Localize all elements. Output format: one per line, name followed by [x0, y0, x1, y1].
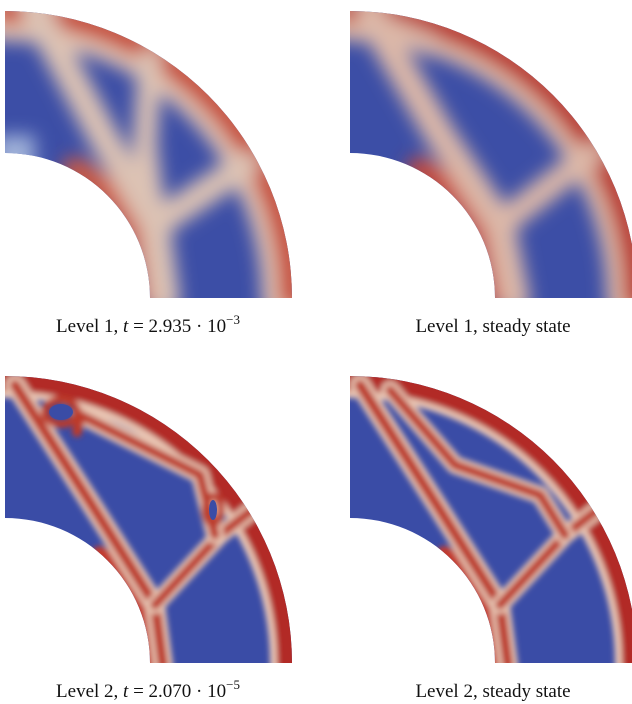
caption: Level 1, t = 2.935 · 10−3 [56, 312, 240, 337]
caption-text: Level 1, [56, 316, 123, 337]
panel-level2-transient [5, 376, 292, 663]
panel-level1-steady [350, 11, 632, 298]
panel-level2-steady [350, 376, 632, 663]
caption: Level 2, t = 2.070 · 10−5 [56, 677, 240, 702]
caption-symbol: t [123, 681, 129, 702]
caption: Level 1, steady state [415, 316, 570, 337]
caption-text: Level 2, [56, 681, 123, 702]
caption-exponent: −5 [226, 677, 240, 692]
caption-exponent: −3 [226, 312, 240, 327]
caption-symbol: t [123, 316, 129, 337]
caption-text: = 2.935 · 10 [128, 316, 226, 337]
panel-level1-transient [5, 11, 292, 298]
caption-text: = 2.070 · 10 [128, 681, 226, 702]
caption: Level 2, steady state [415, 681, 570, 702]
